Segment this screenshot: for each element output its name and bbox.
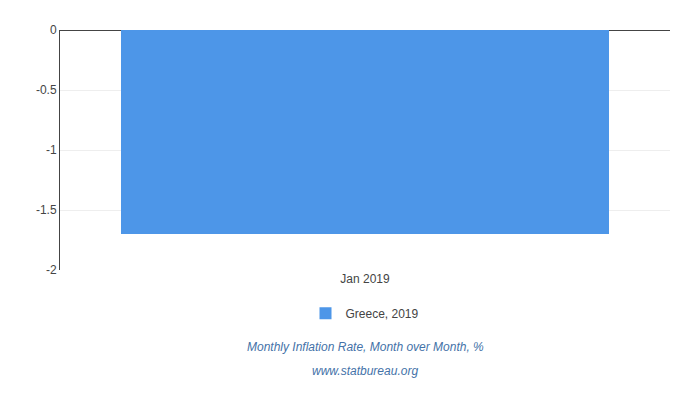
svg-text:-1.5: -1.5 [36, 203, 57, 217]
svg-text:-1: -1 [46, 143, 57, 157]
svg-text:0: 0 [50, 23, 57, 37]
svg-text:Jan 2019: Jan 2019 [340, 272, 390, 286]
svg-text:www.statbureau.org: www.statbureau.org [312, 364, 418, 378]
svg-text:-2: -2 [46, 263, 57, 277]
svg-text:-0.5: -0.5 [36, 83, 57, 97]
svg-text:Monthly Inflation Rate, Month: Monthly Inflation Rate, Month over Month… [247, 340, 484, 354]
svg-text:Greece, 2019: Greece, 2019 [346, 307, 419, 321]
